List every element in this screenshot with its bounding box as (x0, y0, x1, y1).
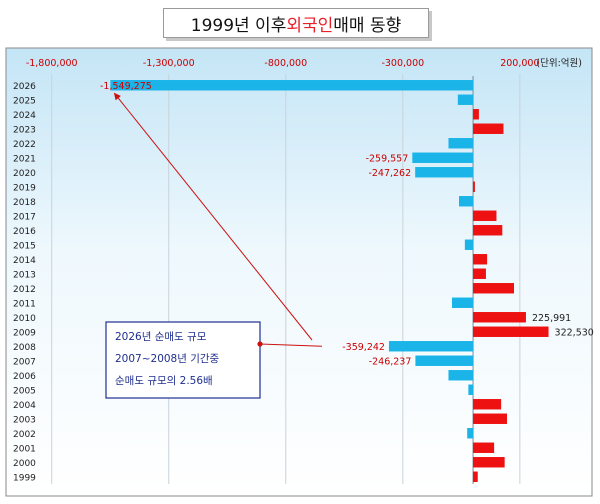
bar-2008 (388, 341, 474, 352)
category-label-1999: 1999 (13, 473, 36, 483)
bar-2014 (473, 254, 488, 265)
bar-2023 (473, 123, 504, 134)
bar-2024 (473, 109, 479, 120)
bar-2001 (473, 442, 495, 453)
data-label-2020: -247,262 (368, 168, 411, 179)
unit-label: (단위:억원) (536, 57, 582, 69)
category-label-2023: 2023 (13, 125, 36, 135)
category-label-2007: 2007 (13, 357, 36, 367)
chart-frame (5, 47, 593, 497)
category-label-2010: 2010 (13, 314, 36, 324)
bar-2026 (110, 80, 474, 91)
category-label-2014: 2014 (13, 256, 36, 266)
category-label-2025: 2025 (13, 96, 36, 106)
category-label-2000: 2000 (13, 459, 36, 469)
category-label-2004: 2004 (13, 401, 36, 411)
bar-2022 (448, 138, 474, 149)
category-label-2005: 2005 (13, 386, 36, 396)
bar-2015 (464, 239, 474, 250)
x-tick-label: -1,800,000 (26, 58, 78, 69)
annotation-line: 2026년 순매도 규모 (115, 331, 207, 343)
x-tick-label: -1,300,000 (143, 58, 195, 69)
category-label-2024: 2024 (13, 111, 36, 121)
title-suffix: 매매 동향 (333, 15, 402, 36)
bar-2009 (473, 326, 549, 337)
annotation-line: 순매도 규모의 2.56배 (115, 375, 213, 387)
bar-2025 (457, 94, 474, 105)
bar-2002 (467, 428, 474, 439)
title-prefix: 1999년 이후 (190, 15, 287, 36)
bar-2018 (459, 196, 474, 207)
category-label-2009: 2009 (13, 328, 36, 338)
bar-2012 (473, 283, 515, 294)
annotation-box (105, 321, 261, 399)
data-label-2008: -359,242 (342, 342, 385, 353)
category-label-2008: 2008 (13, 343, 36, 353)
bar-2020 (415, 167, 474, 178)
category-label-2017: 2017 (13, 212, 36, 222)
category-label-2012: 2012 (13, 285, 36, 295)
category-label-2021: 2021 (13, 154, 36, 164)
data-label-2021: -259,557 (366, 153, 409, 164)
bar-2019 (473, 181, 475, 192)
bar-2004 (473, 399, 502, 410)
data-label-2010: 225,991 (532, 313, 571, 324)
x-tick-label: -300,000 (381, 58, 424, 69)
bar-2016 (473, 225, 503, 236)
bar-2005 (468, 384, 474, 395)
x-tick-label: -800,000 (264, 58, 307, 69)
bar-2010 (473, 312, 526, 323)
category-label-2019: 2019 (13, 183, 36, 193)
category-label-2003: 2003 (13, 415, 36, 425)
annotation-arrow (113, 92, 313, 341)
category-label-2002: 2002 (13, 430, 36, 440)
category-label-2011: 2011 (13, 299, 36, 309)
data-label-2026: -1,549,275 (100, 81, 152, 92)
data-label-2009: 322,530 (555, 327, 594, 338)
category-label-2015: 2015 (13, 241, 36, 251)
category-label-2016: 2016 (13, 227, 36, 237)
category-label-2006: 2006 (13, 372, 36, 382)
category-label-2001: 2001 (13, 444, 36, 454)
bar-2013 (473, 268, 486, 279)
bar-2021 (412, 152, 474, 163)
category-label-2013: 2013 (13, 270, 36, 280)
bar-2006 (448, 370, 474, 381)
data-label-2007: -246,237 (369, 356, 412, 367)
bar-2000 (473, 457, 505, 468)
bar-2003 (473, 413, 507, 424)
bar-2017 (473, 210, 497, 221)
category-label-2022: 2022 (13, 140, 36, 150)
category-label-2026: 2026 (13, 82, 36, 92)
chart-title: 1999년 이후 외국인 매매 동향 (163, 8, 429, 38)
bar-2007 (415, 355, 474, 366)
category-label-2018: 2018 (13, 198, 36, 208)
x-tick-label: 200,000 (500, 58, 539, 69)
category-label-2020: 2020 (13, 169, 36, 179)
bar-1999 (473, 471, 478, 482)
annotation-connector (259, 343, 323, 347)
bar-2011 (451, 297, 474, 308)
title-accent: 외국인 (286, 15, 334, 36)
annotation-line: 2007~2008년 기간중 (115, 353, 220, 365)
